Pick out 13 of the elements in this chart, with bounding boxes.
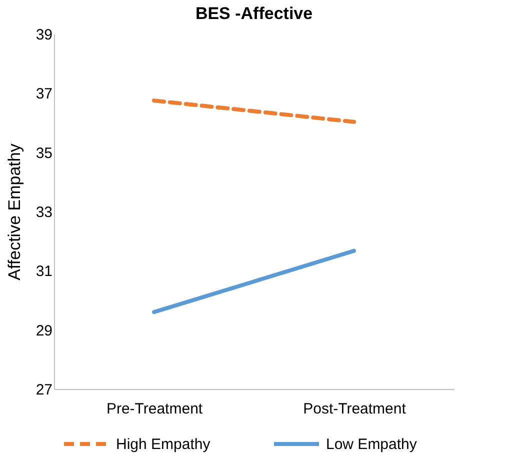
y-tick-label: 27: [36, 382, 52, 398]
y-tick-label: 39: [36, 26, 52, 44]
x-tick-label: Post-Treatment: [303, 400, 407, 418]
y-tick-label: 33: [36, 204, 52, 221]
y-axis-title: Affective Empathy: [4, 143, 24, 280]
x-tick-label: Pre-Treatment: [106, 400, 204, 418]
legend-label: Low Empathy: [326, 436, 418, 453]
y-tick-label: 35: [36, 144, 52, 162]
legend-label: High Empathy: [116, 436, 211, 453]
y-tick-label: 31: [36, 263, 52, 280]
chart-title: BES -Affective: [195, 4, 313, 23]
y-tick-label: 37: [36, 86, 52, 103]
y-tick-label: 29: [36, 322, 52, 340]
